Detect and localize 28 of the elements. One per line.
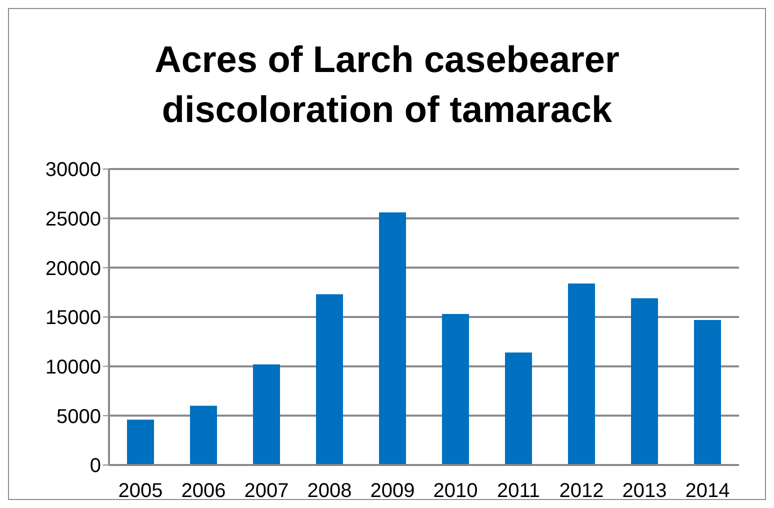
- y-tick-label: 20000: [45, 258, 101, 280]
- chart-title: Acres of Larch casebearer discoloration of tamarack: [154, 38, 620, 132]
- x-tick-label: 2007: [244, 480, 289, 502]
- x-tick-label: 2009: [370, 480, 415, 502]
- y-tick-label: 0: [90, 455, 101, 478]
- y-tick-label: 5000: [56, 406, 101, 428]
- x-tick-label: 2006: [181, 480, 226, 502]
- y-tick-label: 30000: [45, 159, 101, 182]
- y-tick-label: 15000: [45, 307, 101, 330]
- x-tick-label: 2012: [559, 480, 604, 502]
- x-tick-label: 2013: [622, 480, 667, 502]
- bar: [631, 298, 658, 465]
- x-tick-label: 2005: [118, 480, 163, 502]
- x-tick-label: 2010: [433, 480, 478, 502]
- y-tick-label: 25000: [45, 208, 101, 230]
- bar: [190, 406, 217, 465]
- bar: [505, 352, 532, 465]
- bar: [694, 320, 721, 465]
- x-tick-label: 2014: [685, 480, 730, 502]
- bar: [568, 283, 595, 465]
- y-tick-label: 10000: [45, 356, 101, 378]
- bar: [316, 294, 343, 465]
- bar: [442, 314, 469, 465]
- bar: [127, 420, 154, 465]
- x-tick-label: 2011: [496, 480, 540, 502]
- bar: [379, 212, 406, 465]
- bar: [253, 364, 280, 465]
- x-tick-label: 2008: [307, 480, 352, 502]
